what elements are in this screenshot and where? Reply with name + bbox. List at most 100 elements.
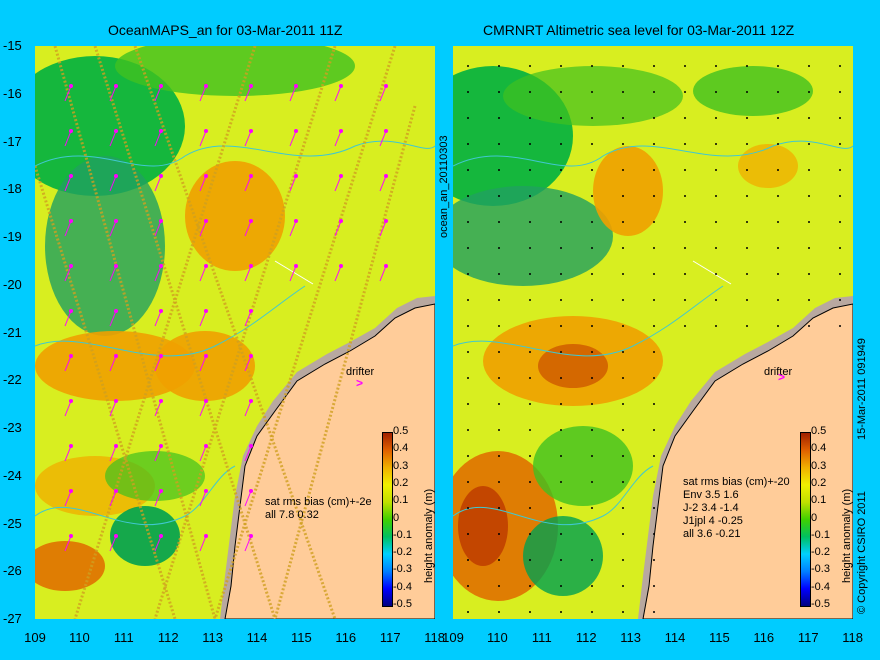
colorbar-tick-label: -0.2 bbox=[393, 546, 412, 559]
observation-point bbox=[653, 403, 655, 405]
observation-point bbox=[839, 65, 841, 67]
current-vector bbox=[154, 85, 162, 102]
observation-point bbox=[622, 299, 624, 301]
right-lon-tick-label: 111 bbox=[531, 630, 552, 645]
left-lon-tick-label: 117 bbox=[379, 630, 401, 645]
observation-point bbox=[839, 143, 841, 145]
current-vector-head bbox=[69, 84, 73, 88]
observation-point bbox=[808, 195, 810, 197]
observation-point bbox=[467, 221, 469, 223]
observation-point bbox=[622, 585, 624, 587]
current-vector-head bbox=[249, 309, 253, 313]
observation-point bbox=[653, 117, 655, 119]
current-vector-head bbox=[384, 219, 388, 223]
current-vector-head bbox=[159, 534, 163, 538]
observation-point bbox=[560, 91, 562, 93]
observation-point bbox=[591, 65, 593, 67]
observation-point bbox=[529, 533, 531, 535]
right-drifter-arrow-icon: > bbox=[778, 370, 786, 384]
current-vector bbox=[334, 85, 342, 102]
right-drifter-label: drifter bbox=[764, 366, 793, 378]
anomaly-region bbox=[185, 161, 285, 271]
observation-point bbox=[808, 91, 810, 93]
right-lon-tick-label: 115 bbox=[709, 630, 730, 645]
observation-point bbox=[467, 169, 469, 171]
observation-point bbox=[591, 403, 593, 405]
current-vector-head bbox=[384, 129, 388, 133]
current-vector bbox=[379, 220, 387, 237]
left-panel-title: OceanMAPS_an for 03-Mar-2011 11Z bbox=[108, 22, 343, 38]
observation-point bbox=[715, 195, 717, 197]
coastal-shelf bbox=[638, 296, 853, 619]
current-vector-head bbox=[159, 264, 163, 268]
copyright-label: © Copyright CSIRO 2011 bbox=[856, 491, 868, 614]
right-lon-tick-label: 118 bbox=[842, 630, 863, 645]
current-vector-head bbox=[204, 174, 208, 178]
left-lon-tick-label: 111 bbox=[113, 630, 134, 645]
current-vector-head bbox=[249, 399, 253, 403]
current-vector bbox=[64, 175, 72, 192]
observation-point bbox=[622, 221, 624, 223]
observation-point bbox=[560, 611, 562, 613]
observation-point bbox=[529, 559, 531, 561]
current-vector-head bbox=[249, 84, 253, 88]
current-vector-head bbox=[204, 399, 208, 403]
current-vector-head bbox=[69, 129, 73, 133]
satellite-track bbox=[53, 46, 217, 619]
observation-point bbox=[684, 117, 686, 119]
satellite-track bbox=[35, 165, 177, 619]
observation-point bbox=[777, 247, 779, 249]
right-stats-header: sat rms bias (cm)+-20 bbox=[683, 476, 790, 488]
observation-point bbox=[622, 533, 624, 535]
observation-point bbox=[591, 533, 593, 535]
observation-point bbox=[560, 559, 562, 561]
current-vector-head bbox=[339, 129, 343, 133]
current-vector bbox=[379, 175, 387, 192]
anomaly-region bbox=[110, 506, 180, 566]
current-vector bbox=[154, 490, 162, 507]
current-vector-head bbox=[204, 264, 208, 268]
observation-point bbox=[653, 533, 655, 535]
left-map-canvas bbox=[35, 46, 435, 619]
current-vector-head bbox=[69, 174, 73, 178]
current-vector bbox=[64, 220, 72, 237]
observation-point bbox=[653, 429, 655, 431]
observation-point bbox=[653, 455, 655, 457]
satellite-track bbox=[73, 46, 257, 619]
observation-point bbox=[653, 377, 655, 379]
current-vector bbox=[199, 130, 207, 147]
anomaly-region bbox=[35, 56, 185, 196]
current-vector-head bbox=[159, 309, 163, 313]
current-vector bbox=[109, 265, 117, 282]
observation-point bbox=[684, 65, 686, 67]
observation-point bbox=[529, 247, 531, 249]
current-vector bbox=[289, 265, 297, 282]
observation-point bbox=[467, 403, 469, 405]
observation-point bbox=[777, 117, 779, 119]
right-side-label: 15-Mar-2011 091949 bbox=[856, 338, 868, 440]
observation-point bbox=[591, 143, 593, 145]
observation-point bbox=[498, 455, 500, 457]
current-vector bbox=[154, 535, 162, 552]
observation-point bbox=[560, 351, 562, 353]
current-vector bbox=[244, 130, 252, 147]
observation-point bbox=[746, 273, 748, 275]
observation-point bbox=[498, 325, 500, 327]
current-vector bbox=[289, 220, 297, 237]
current-vector bbox=[199, 220, 207, 237]
colorbar-tick-label: -0.3 bbox=[811, 563, 830, 576]
observation-point bbox=[591, 585, 593, 587]
observation-point bbox=[653, 351, 655, 353]
observation-point bbox=[715, 221, 717, 223]
current-vector bbox=[244, 490, 252, 507]
colorbar-tick-label: -0.4 bbox=[811, 580, 830, 593]
current-vector-head bbox=[159, 354, 163, 358]
current-vector bbox=[199, 175, 207, 192]
current-vector-head bbox=[294, 264, 298, 268]
observation-point bbox=[839, 221, 841, 223]
observation-point bbox=[498, 299, 500, 301]
observation-point bbox=[746, 195, 748, 197]
lat-tick-label: -20 bbox=[3, 276, 22, 292]
current-vector-head bbox=[69, 399, 73, 403]
observation-point bbox=[777, 65, 779, 67]
